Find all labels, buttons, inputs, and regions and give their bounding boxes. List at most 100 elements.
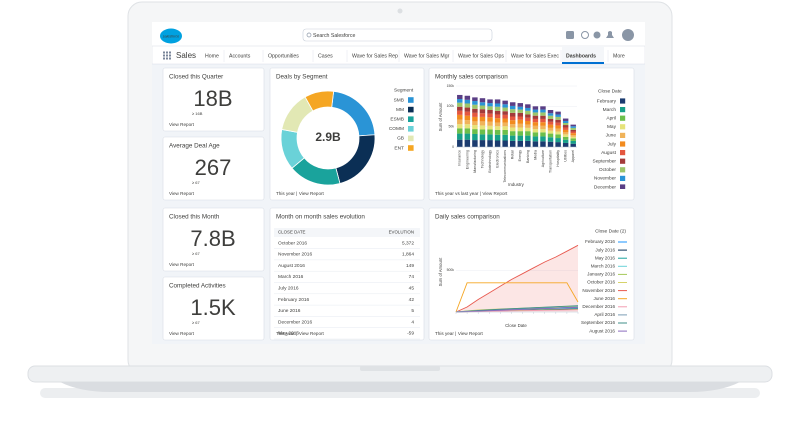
bar-segment xyxy=(479,121,486,126)
logo-cloud xyxy=(160,28,182,44)
nav-tab[interactable]: Wave for Sales Exec xyxy=(511,53,559,59)
bar-segment xyxy=(532,141,539,147)
bar-segment xyxy=(494,126,501,130)
x-tick-label: Agriculture xyxy=(541,150,545,167)
legend-swatch xyxy=(620,132,626,138)
view-report-link[interactable]: View Report xyxy=(299,191,325,196)
camera xyxy=(397,8,403,14)
y-axis-title: Sum of Amount xyxy=(438,257,443,286)
x-tick-label: Electronics xyxy=(496,150,500,168)
legend-swatch xyxy=(620,150,626,156)
setup-icon[interactable] xyxy=(593,31,601,39)
nav-tab[interactable]: Wave for Sales Rep xyxy=(352,53,398,59)
legend-label: April xyxy=(606,115,616,121)
bar-segment xyxy=(555,128,561,132)
bar-segment xyxy=(547,115,554,119)
view-report-link[interactable]: View Report xyxy=(169,122,195,127)
legend-label: May 2016 xyxy=(595,255,616,260)
area xyxy=(456,245,578,312)
nav-tab[interactable]: Cases xyxy=(318,53,333,59)
bar-segment xyxy=(502,114,508,119)
bar-segment xyxy=(555,111,561,115)
legend-title: Close Date xyxy=(598,88,622,94)
view-report-link[interactable]: View Report xyxy=(482,191,508,196)
search-box[interactable] xyxy=(302,28,493,42)
bar-segment xyxy=(509,140,516,147)
bar-segment xyxy=(570,127,576,130)
nav-tab[interactable]: Dashboards xyxy=(566,53,596,59)
x-tick-label: Transportation xyxy=(548,150,552,173)
donut-center-value: 2.9B xyxy=(315,130,341,144)
bar-segment xyxy=(570,129,576,132)
legend-label: November 2016 xyxy=(582,288,615,293)
bar-segment xyxy=(479,125,486,130)
legend-label: December 2016 xyxy=(582,304,615,309)
app-launcher[interactable] xyxy=(163,51,171,60)
avatar[interactable] xyxy=(622,29,634,41)
bar-segment xyxy=(562,139,569,143)
bar-segment xyxy=(525,127,531,132)
view-report-link[interactable]: View Report xyxy=(169,331,195,336)
bar-segment xyxy=(479,113,486,117)
bar-segment xyxy=(494,118,501,123)
bar-segment xyxy=(457,114,463,120)
bar-segment xyxy=(457,102,463,107)
nav-tab[interactable]: Accounts xyxy=(229,53,251,59)
bar-segment xyxy=(509,135,516,141)
card-title: Month on month sales evolution xyxy=(276,214,365,221)
bar-segment xyxy=(555,138,561,143)
bar-segment xyxy=(525,124,531,128)
bar-segment xyxy=(487,140,493,147)
legend-label: April 2016 xyxy=(594,312,615,317)
bar-segment xyxy=(502,107,508,112)
bar-segment xyxy=(555,119,561,123)
notification-icon[interactable] xyxy=(606,31,614,38)
bar-segment xyxy=(517,109,524,113)
donut-segment xyxy=(304,90,335,112)
bar-segment xyxy=(494,103,501,107)
bar-segment xyxy=(509,124,516,128)
x-tick-label: Biotechnology xyxy=(488,150,492,173)
legend-label: MM xyxy=(396,107,404,113)
bar-segment xyxy=(487,134,493,141)
table-cell: November 2016 xyxy=(278,252,312,258)
x-axis-title: Close Date xyxy=(505,323,527,328)
bar-segment xyxy=(517,140,524,147)
bar-segment xyxy=(502,100,508,105)
nav-tab[interactable]: Home xyxy=(205,53,219,59)
bar-segment xyxy=(494,114,501,119)
view-report-link[interactable]: View Report xyxy=(169,262,195,267)
nav-tab[interactable]: Wave for Sales Ops xyxy=(458,53,504,59)
table-cell: June 2016 xyxy=(278,308,301,314)
nav-tab[interactable]: Wave for Sales Mgr xyxy=(404,53,450,59)
bar-segment xyxy=(540,115,546,119)
legend-swatch xyxy=(620,175,626,181)
help-icon[interactable] xyxy=(581,31,589,39)
bar-segment xyxy=(517,106,524,110)
bar-segment xyxy=(472,97,478,102)
y-tick-label: 0 xyxy=(452,145,454,149)
search-placeholder[interactable]: Search Salesforce xyxy=(313,33,356,39)
bar-segment xyxy=(547,124,554,128)
bar-segment xyxy=(525,131,531,136)
nav-tab[interactable]: More xyxy=(613,53,625,59)
view-report-link[interactable]: View Report xyxy=(299,331,325,336)
y-tick-label: 50k xyxy=(449,125,455,129)
legend-label: March xyxy=(603,107,617,113)
bar-segment xyxy=(562,120,569,124)
nav-tab[interactable]: Opportunities xyxy=(268,53,299,59)
view-report-link[interactable]: View Report xyxy=(169,191,195,196)
bar-segment xyxy=(494,134,501,141)
bar-segment xyxy=(487,113,493,118)
bar-segment xyxy=(517,123,524,128)
bar-segment xyxy=(555,134,561,139)
kpi-title: Closed this Month xyxy=(169,214,220,221)
view-report-link[interactable]: View Report xyxy=(458,331,484,336)
legend-label: February xyxy=(597,98,617,104)
add-icon[interactable] xyxy=(566,31,574,39)
cards xyxy=(162,67,635,341)
legend-label: January 2016 xyxy=(587,272,615,277)
bar-segment xyxy=(509,102,516,106)
legend-label: October 2016 xyxy=(587,280,615,285)
bar-segment xyxy=(562,129,569,133)
